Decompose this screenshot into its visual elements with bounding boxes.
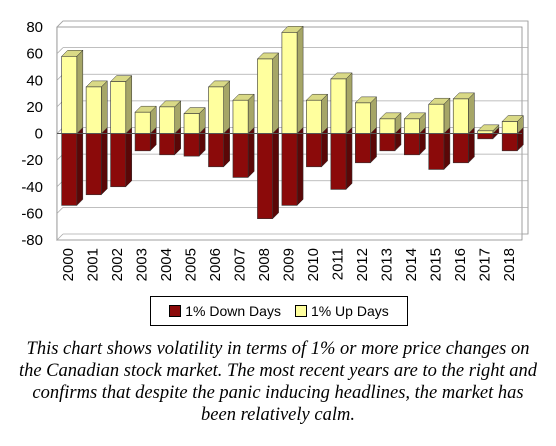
bar-down-2008 bbox=[257, 126, 279, 220]
legend-swatch-down bbox=[169, 305, 182, 317]
x-tick-label: 2012 bbox=[354, 248, 371, 281]
gridline-depth bbox=[56, 207, 64, 214]
bar-up-2013 bbox=[379, 112, 402, 135]
x-tick-label: 2000 bbox=[60, 248, 77, 281]
bar-down-2010 bbox=[306, 126, 328, 168]
bar-up-2010 bbox=[305, 93, 329, 135]
bar-down-2016 bbox=[452, 126, 475, 164]
bar-down-2000 bbox=[61, 126, 84, 206]
bar-down-2007 bbox=[232, 126, 255, 179]
bar-up-2004 bbox=[158, 100, 182, 135]
legend-label-down: 1% Down Days bbox=[185, 303, 281, 319]
x-tick-label: 2017 bbox=[476, 248, 493, 281]
y-tick-label: -60 bbox=[21, 205, 43, 222]
bar-down-2001 bbox=[85, 126, 108, 196]
bar-down-2005 bbox=[183, 126, 206, 157]
y-tick-label: 60 bbox=[26, 46, 43, 63]
bar-up-2006 bbox=[207, 80, 231, 135]
gridline-depth bbox=[56, 20, 64, 28]
x-tick-label: 2014 bbox=[403, 248, 420, 281]
x-tick-label: 2007 bbox=[232, 248, 249, 281]
x-tick-label: 2013 bbox=[378, 248, 395, 281]
bar-up-2016 bbox=[452, 92, 476, 135]
bar-up-2001 bbox=[85, 80, 108, 135]
x-tick-label: 2004 bbox=[158, 248, 175, 281]
x-tick-label: 2015 bbox=[427, 248, 444, 281]
y-axis-ticks: 80 60 40 20 0 -20 -40 -60 -80 bbox=[21, 19, 43, 249]
bar-up-2007 bbox=[232, 93, 255, 135]
legend-swatch-up bbox=[294, 305, 307, 317]
x-tick-label: 2009 bbox=[281, 248, 298, 281]
legend-label-up: 1% Up Days bbox=[310, 303, 389, 319]
bar-up-2002 bbox=[109, 74, 133, 135]
x-tick-label: 2010 bbox=[305, 248, 322, 281]
x-tick-label: 2005 bbox=[183, 248, 200, 281]
x-tick-label: 2002 bbox=[109, 248, 126, 281]
bar-down-2009 bbox=[281, 126, 304, 206]
gridline-depth bbox=[56, 233, 64, 241]
bar-up-2018 bbox=[501, 114, 524, 135]
y-tick-label: 40 bbox=[26, 72, 43, 89]
bar-up-2008 bbox=[256, 52, 280, 135]
legend-item-down: 1% Down Days bbox=[169, 303, 281, 319]
bar-down-2004 bbox=[159, 126, 181, 156]
x-tick-label: 2008 bbox=[256, 248, 273, 281]
bars bbox=[57, 25, 524, 220]
x-tick-label: 2003 bbox=[134, 248, 151, 281]
x-tick-label: 2011 bbox=[329, 248, 346, 280]
legend-item-up: 1% Up Days bbox=[294, 303, 389, 319]
bar-up-2003 bbox=[134, 105, 157, 135]
bar-up-2005 bbox=[183, 106, 206, 135]
bar-up-2012 bbox=[354, 96, 378, 135]
x-tick-label: 2001 bbox=[85, 248, 102, 281]
bar-up-2014 bbox=[403, 112, 427, 135]
bar-down-2014 bbox=[403, 126, 426, 156]
x-tick-label: 2018 bbox=[501, 248, 518, 281]
gridline-depth bbox=[56, 47, 64, 54]
bar-down-2012 bbox=[355, 126, 377, 164]
y-tick-label: -80 bbox=[21, 232, 43, 249]
chart-caption: This chart shows volatility in terms of … bbox=[18, 339, 538, 425]
x-tick-label: 2016 bbox=[452, 248, 469, 281]
bar-down-2011 bbox=[330, 126, 353, 191]
bar-up-2011 bbox=[330, 72, 353, 135]
y-tick-label: -40 bbox=[21, 179, 43, 196]
legend: 1% Down Days 1% Up Days bbox=[150, 296, 408, 326]
bar-down-2015 bbox=[428, 126, 451, 171]
bar-down-2002 bbox=[110, 126, 133, 188]
bar-up-2015 bbox=[428, 97, 451, 135]
y-tick-label: 0 bbox=[35, 126, 43, 143]
bar-up-2009 bbox=[281, 25, 304, 135]
bar-up-2000 bbox=[61, 49, 84, 135]
x-tick-label: 2006 bbox=[207, 248, 224, 281]
x-axis-ticks: 2000 2001 2002 2003 2004 2005 2006 2007 2008 2009… bbox=[60, 248, 518, 281]
y-tick-label: 20 bbox=[26, 99, 43, 116]
y-tick-label: 80 bbox=[26, 19, 43, 36]
y-tick-label: -20 bbox=[21, 152, 43, 169]
